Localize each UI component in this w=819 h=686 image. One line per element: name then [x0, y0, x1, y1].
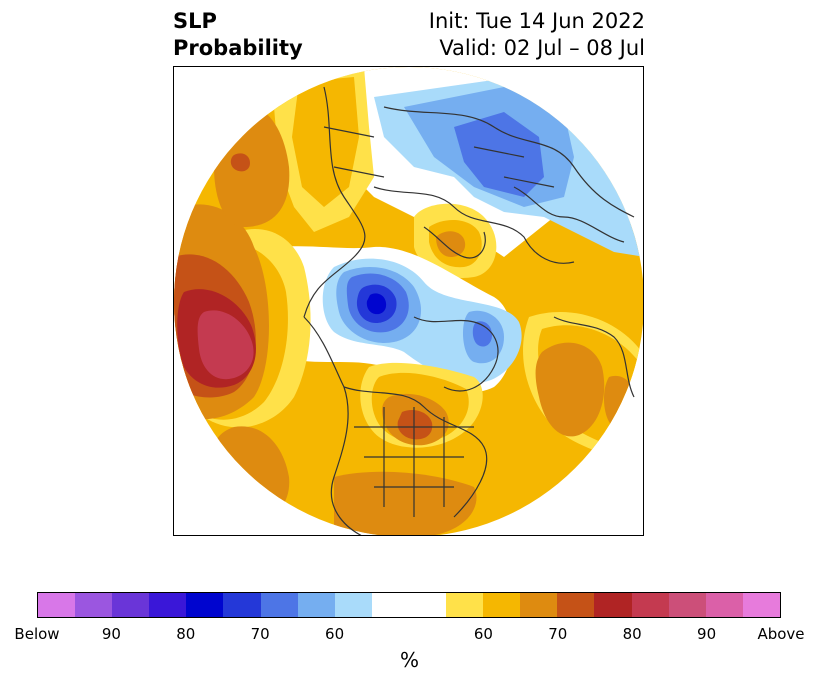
colorbar-tick-label: 60: [325, 625, 345, 643]
colorbar-segment-0: [38, 593, 76, 617]
pacific-rose: [197, 310, 254, 380]
greatlakes-rust: [397, 410, 433, 440]
colorbar-segment-13: [520, 593, 558, 617]
colorbar: [37, 592, 781, 618]
colorbar-segment-3: [149, 593, 187, 617]
coastlines: [303, 86, 635, 535]
valid-range: Valid: 02 Jul – 08 Jul: [439, 36, 645, 60]
colorbar-segment-16: [631, 593, 669, 617]
europe-gold: [292, 77, 359, 207]
colorbar-tick-label: Above: [757, 625, 805, 643]
map-dates: Init: Tue 14 Jun 2022 Valid: 02 Jul – 08…: [429, 8, 645, 62]
colorbar-segment-18: [705, 593, 743, 617]
colorbar-tick-label: 80: [176, 625, 196, 643]
colorbar-tick-label: 90: [697, 625, 717, 643]
coastline: [303, 86, 366, 318]
coastline: [413, 316, 499, 392]
colorbar-segment-17: [668, 593, 706, 617]
colorbar-segment-11: [446, 593, 484, 617]
coastline: [383, 106, 635, 218]
title-variable: SLP: [173, 9, 217, 33]
colorbar-segment-8: [334, 593, 372, 617]
south-orange: [334, 471, 477, 535]
init-date: Init: Tue 14 Jun 2022: [428, 9, 645, 33]
colorbar-segment-1: [75, 593, 113, 617]
map-title: SLP Probability: [173, 8, 303, 62]
coastline: [323, 126, 555, 188]
coastline: [423, 226, 486, 259]
coastline: [303, 316, 362, 535]
atlantic-orange: [535, 342, 605, 437]
colorbar-segment-9: [371, 593, 409, 617]
greenland-blue: [472, 321, 492, 347]
colorbar-segment-6: [260, 593, 298, 617]
europe-orange-spot: [603, 375, 636, 429]
colorbar-labels: Below 90 80 70 60 60 70 80 90 Above: [0, 625, 819, 645]
arctic-orange: [436, 231, 466, 257]
colorbar-segment-19: [742, 593, 780, 617]
coastline: [354, 407, 474, 517]
west-rust-spot: [230, 153, 250, 172]
colorbar-segment-4: [186, 593, 224, 617]
colorbar-unit: %: [399, 648, 419, 672]
colorbar-segment-2: [112, 593, 150, 617]
siberia-blue: [454, 112, 544, 197]
probability-field: [174, 67, 643, 535]
coastline: [513, 186, 625, 243]
canada-deep-blue: [366, 293, 387, 315]
colorbar-tick-label: 70: [250, 625, 270, 643]
colorbar-segment-7: [297, 593, 335, 617]
map-panel: [173, 66, 644, 536]
colorbar-segment-14: [557, 593, 595, 617]
colorbar-tick-label: 70: [548, 625, 568, 643]
colorbar-tick-label: 80: [622, 625, 642, 643]
colorbar-segment-12: [483, 593, 521, 617]
colorbar-segment-5: [223, 593, 261, 617]
coastline: [553, 316, 635, 398]
colorbar-segment-10: [408, 593, 447, 617]
probability-map: [174, 67, 643, 535]
coastline: [373, 186, 575, 264]
colorbar-tick-label: 90: [101, 625, 121, 643]
colorbar-tick-label: Below: [14, 625, 60, 643]
colorbar-tick-label: 60: [473, 625, 493, 643]
title-product: Probability: [173, 36, 303, 60]
colorbar-segment-15: [594, 593, 632, 617]
